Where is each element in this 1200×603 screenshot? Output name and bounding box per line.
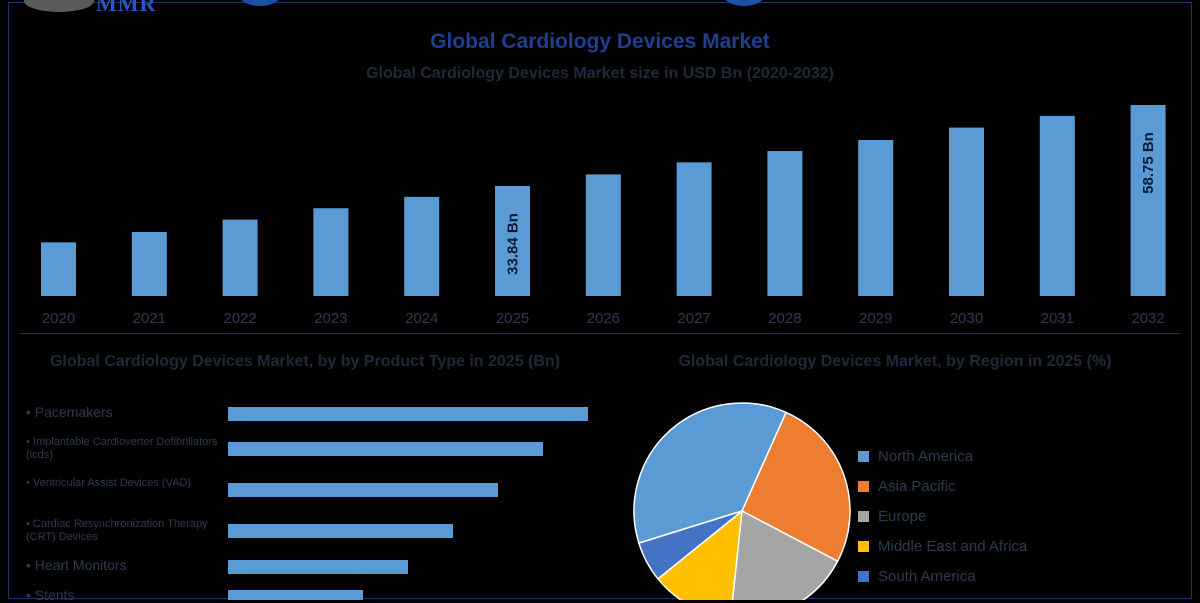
bar-data-label: 58.75 Bn	[1140, 132, 1157, 194]
globe-icon-right	[722, 0, 766, 6]
bar-2028	[767, 151, 803, 296]
product-type-label: • Stents	[26, 587, 75, 603]
legend-item: South America	[858, 561, 1027, 591]
product-type-label: • Ventricular Assist Devices (VAD)	[26, 477, 192, 489]
legend-swatch	[858, 540, 869, 552]
logo-swoosh-icon	[24, 0, 94, 12]
legend-swatch	[858, 480, 869, 492]
legend-item: Asia Pacific	[858, 471, 1027, 501]
x-tick-label: 2030	[950, 310, 983, 327]
bar-2029	[858, 139, 894, 296]
x-tick-label: 2025	[496, 310, 529, 327]
x-tick-label: 2024	[405, 310, 438, 327]
bar-2026	[585, 174, 621, 296]
header-logos: MMR	[0, 0, 1200, 14]
bar-2020	[41, 242, 76, 296]
x-tick-label: 2032	[1131, 310, 1164, 327]
x-tick-label: 2029	[859, 310, 892, 327]
bar-2021	[131, 231, 167, 296]
page-title: Global Cardiology Devices Market	[430, 30, 770, 53]
globe-icon	[238, 0, 282, 6]
x-tick-label: 2021	[133, 310, 166, 327]
product-type-label: • Cardiac Resynchronization Therapy (CRT…	[26, 518, 208, 543]
region-chart-title: Global Cardiology Devices Market, by Reg…	[678, 353, 1112, 370]
x-tick-label: 2020	[42, 310, 75, 327]
bar-2027	[676, 162, 712, 296]
x-tick-label: 2022	[223, 310, 256, 327]
x-tick-label: 2027	[677, 310, 710, 327]
yearly-bar-chart: 2020 2021 2022 2023 2024 2025 33.84 Bn 2026 2027…	[41, 105, 1166, 327]
legend-label: Middle East and Africa	[878, 537, 1028, 555]
legend-swatch	[858, 510, 869, 522]
product-type-chart-title: Global Cardiology Devices Market, by by …	[49, 353, 561, 370]
legend-swatch	[858, 570, 869, 582]
legend-label: Asia Pacific	[878, 477, 956, 495]
legend-label: South America	[878, 567, 976, 585]
bar-2030	[949, 127, 984, 296]
legend-item: Europe	[858, 501, 1027, 531]
x-tick-label: 2023	[314, 310, 347, 327]
bar-data-label: 33.84 Bn	[505, 213, 522, 275]
legend-item: North America	[858, 441, 1027, 471]
brand-logo: MMR	[96, 0, 157, 14]
region-legend: North America Asia Pacific Europe Middle Ea…	[858, 441, 1027, 591]
chart-subtitle: Global Cardiology Devices Market size in…	[366, 65, 834, 82]
product-type-label: • Pacemakers	[26, 404, 113, 420]
x-tick-label: 2031	[1041, 310, 1074, 327]
legend-item: Middle East and Africa	[858, 531, 1027, 561]
bar-2022	[222, 219, 258, 296]
x-tick-label: 2026	[587, 310, 620, 327]
product-type-label: • Heart Monitors	[26, 557, 127, 573]
bar-2025	[495, 185, 530, 296]
section-divider	[20, 333, 1180, 334]
chart-frame	[8, 2, 1192, 599]
product-type-label: • Implantable Cardioverter Defibrillator…	[26, 436, 218, 461]
x-tick-label: 2028	[768, 310, 801, 327]
legend-label: Europe	[878, 507, 927, 525]
legend-label: North America	[878, 447, 974, 465]
bar-2032	[1130, 105, 1166, 296]
bar-2031	[1039, 115, 1075, 296]
legend-swatch	[858, 450, 869, 462]
bar-2023	[313, 208, 349, 296]
bar-2024	[404, 196, 440, 296]
